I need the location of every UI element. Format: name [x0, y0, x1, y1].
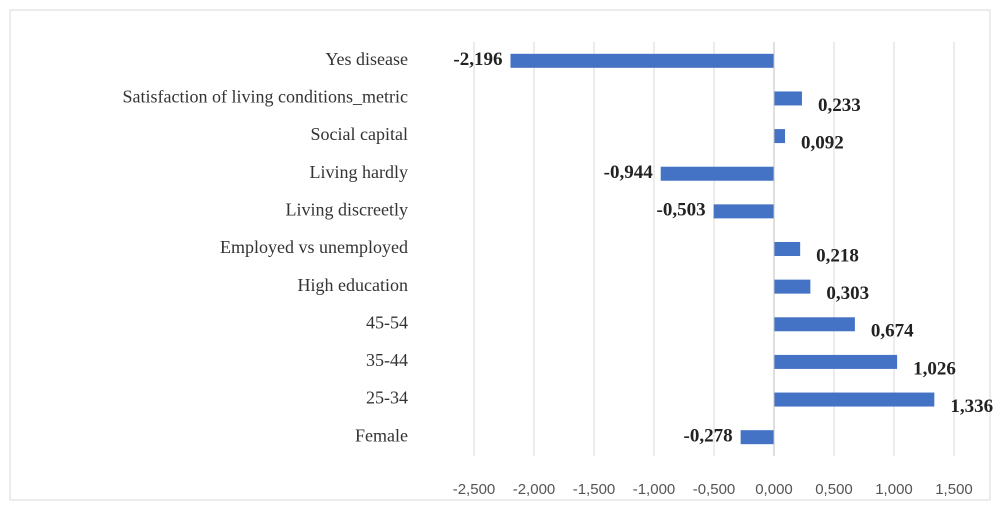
category-label: 35-44 — [366, 350, 408, 370]
data-label: 1,336 — [950, 396, 993, 417]
x-tick-label: -1,000 — [633, 481, 676, 498]
data-label: 0,674 — [871, 321, 914, 342]
data-label: -0,944 — [604, 162, 654, 183]
bar — [740, 430, 774, 445]
category-label: Satisfaction of living conditions_metric — [123, 87, 408, 107]
data-label: 0,233 — [818, 95, 861, 116]
x-tick-label: 0,000 — [755, 481, 793, 498]
category-label: 45-54 — [366, 312, 408, 332]
data-label: 0,092 — [801, 132, 844, 153]
category-label: Social capital — [311, 124, 408, 144]
bar — [774, 91, 802, 106]
x-tick-label: -2,000 — [513, 481, 556, 498]
bar — [774, 129, 786, 144]
bar — [774, 242, 801, 256]
category-label: Female — [355, 425, 408, 445]
category-label: 25-34 — [366, 388, 408, 408]
bar — [713, 204, 774, 219]
x-tick-label: 1,500 — [935, 481, 973, 498]
x-tick-label: 1,000 — [875, 481, 913, 498]
bar — [774, 392, 935, 407]
chart-border — [9, 9, 991, 501]
data-label: -2,196 — [453, 49, 502, 70]
bar — [660, 166, 774, 181]
category-label: Employed vs unemployed — [220, 237, 408, 257]
data-label: 0,218 — [816, 245, 859, 266]
category-label: High education — [298, 275, 408, 295]
bar — [774, 317, 855, 332]
bar — [774, 279, 811, 294]
category-label: Living discreetly — [286, 199, 408, 219]
bar — [774, 354, 898, 369]
data-label: -0,503 — [657, 200, 706, 221]
x-tick-label: -2,500 — [453, 481, 496, 498]
x-tick-label: -1,500 — [573, 481, 616, 498]
data-label: 0,303 — [826, 283, 869, 304]
data-label: 1,026 — [913, 358, 956, 379]
data-label: -0,278 — [684, 426, 733, 447]
bar — [510, 53, 774, 68]
x-tick-label: -0,500 — [693, 481, 736, 498]
x-tick-label: 0,500 — [815, 481, 853, 498]
category-label: Living hardly — [310, 162, 408, 182]
category-label: Yes disease — [325, 49, 408, 69]
